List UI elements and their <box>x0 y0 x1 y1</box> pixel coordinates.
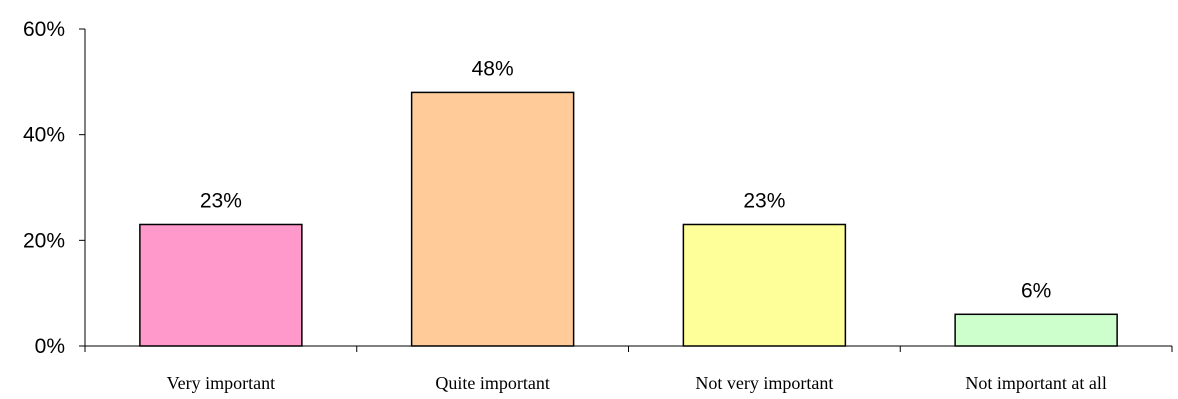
data-label-4: 6% <box>1021 279 1051 302</box>
labels: 23% Very important 48% Quite important 23% No… <box>167 57 1107 393</box>
y-tick-label: 20% <box>23 229 65 252</box>
category-label-2: Quite important <box>435 373 549 393</box>
y-tick-label: 60% <box>23 18 65 41</box>
category-label-1: Very important <box>167 373 275 393</box>
data-label-1: 23% <box>200 189 242 212</box>
data-label-2: 48% <box>472 57 514 80</box>
bars <box>139 91 1118 347</box>
bar-4 <box>954 313 1118 347</box>
category-label-3: Not very important <box>695 373 833 393</box>
bar-2 <box>410 91 575 347</box>
bar-1 <box>139 223 303 347</box>
bar-3 <box>682 223 847 347</box>
category-label-4: Not important at all <box>965 373 1106 393</box>
y-tick-label: 0% <box>35 335 65 358</box>
y-tick-label: 40% <box>23 124 65 147</box>
data-label-3: 23% <box>743 189 785 212</box>
